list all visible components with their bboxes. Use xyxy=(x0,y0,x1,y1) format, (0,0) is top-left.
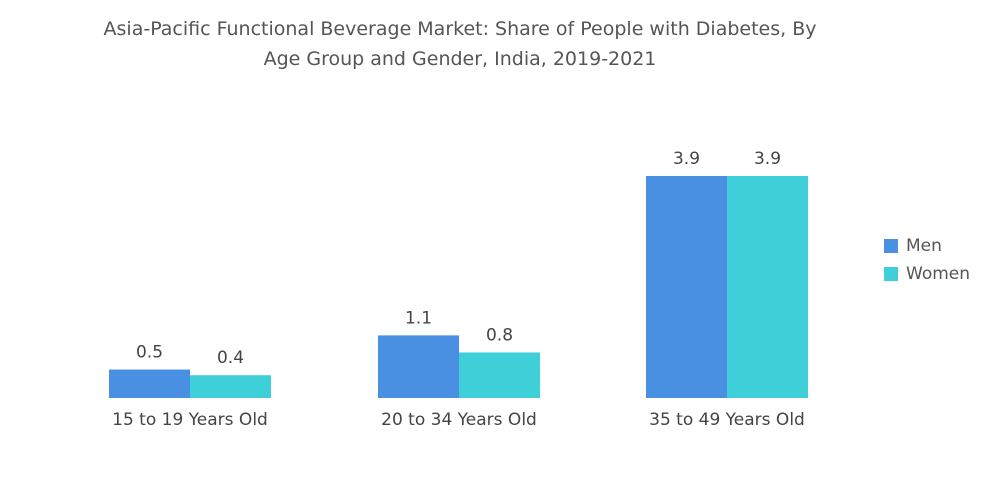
chart-title: Asia-Pacific Functional Beverage Market:… xyxy=(0,14,920,74)
data-label-women-1: 0.4 xyxy=(217,348,244,368)
x-tick-label-2: 20 to 34 Years Old xyxy=(381,410,537,430)
chart-title-line-1: Asia-Pacific Functional Beverage Market:… xyxy=(103,18,817,40)
legend-item-men: Men xyxy=(884,232,970,260)
data-label-men-3: 3.9 xyxy=(673,149,700,169)
bar-men-3 xyxy=(646,176,727,398)
bar-women-2 xyxy=(459,352,540,398)
legend-item-women: Women xyxy=(884,260,970,288)
chart-legend: Men Women xyxy=(884,232,970,288)
data-label-men-1: 0.5 xyxy=(136,343,163,363)
bar-men-1 xyxy=(109,369,190,398)
bar-women-3 xyxy=(727,176,808,398)
data-label-women-3: 3.9 xyxy=(754,149,781,169)
legend-swatch-women xyxy=(884,267,898,281)
legend-label-men: Men xyxy=(906,236,942,256)
x-tick-label-3: 35 to 49 Years Old xyxy=(649,410,805,430)
data-label-women-2: 0.8 xyxy=(486,325,513,345)
legend-label-women: Women xyxy=(906,264,971,284)
x-tick-label-1: 15 to 19 Years Old xyxy=(112,410,268,430)
chart-title-line-2: Age Group and Gender, India, 2019-2021 xyxy=(263,48,657,70)
data-label-men-2: 1.1 xyxy=(405,308,432,328)
bar-men-2 xyxy=(378,335,459,398)
bar-women-1 xyxy=(190,375,271,398)
legend-swatch-men xyxy=(884,239,898,253)
